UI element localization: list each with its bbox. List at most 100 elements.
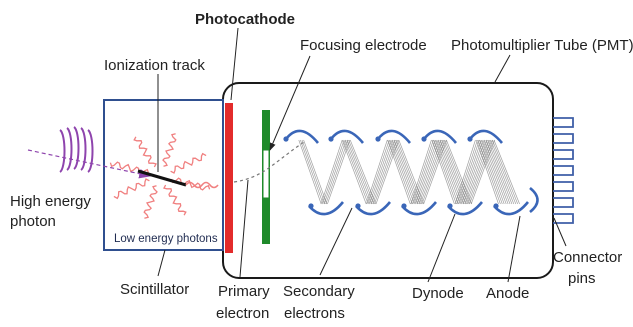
leader-anode (507, 215, 521, 283)
secondary-electron-path (458, 139, 480, 205)
low-energy-photon-wave (170, 177, 211, 191)
secondary-electron-path (444, 139, 471, 205)
label-secondary-electrons-line2: electrons (284, 305, 345, 322)
label-ionization-track: Ionization track (104, 57, 205, 74)
secondary-electron-path (420, 139, 444, 205)
secondary-electron-path (415, 139, 438, 205)
low-energy-photon-wave (113, 178, 150, 200)
secondary-electron-path (398, 139, 425, 205)
dynodes (283, 129, 539, 216)
secondary-electron-path (477, 139, 501, 205)
connector-pin (553, 213, 574, 224)
secondary-electron-path (298, 139, 322, 205)
low-energy-photon-wave (163, 184, 187, 216)
label-connector-pins-line1: Connector (553, 249, 622, 266)
leader-pmt (494, 54, 511, 83)
secondary-electron-path (390, 139, 415, 205)
label-primary-electron-line2: electron (216, 305, 269, 322)
secondary-electron-path (484, 139, 509, 205)
label-photocathode: Photocathode (195, 11, 295, 28)
label-scintillator: Scintillator (120, 281, 189, 298)
connector-pin (553, 149, 574, 160)
secondary-electron-path (487, 139, 513, 205)
focusing-electrode-aperture (262, 149, 270, 199)
secondary-electron-path (480, 139, 505, 205)
connector-pin (553, 117, 574, 128)
low-energy-photon-wave (162, 133, 177, 167)
secondary-electron-path (421, 139, 446, 205)
low-energy-photon-wave (133, 136, 157, 168)
dynode (493, 201, 530, 216)
secondary-electron-path (469, 139, 494, 205)
secondary-electron-path (374, 139, 398, 205)
high-energy-photon (27, 126, 152, 179)
dynode-tip (467, 136, 473, 142)
secondary-electron-path (303, 139, 328, 205)
secondary-electron-path (346, 139, 373, 205)
dynode-tip (421, 136, 427, 142)
secondary-electron-path (370, 139, 394, 205)
secondary-electron-path (485, 139, 511, 205)
label-anode: Anode (486, 285, 529, 302)
dynode-tip (375, 136, 381, 142)
leader-lines (157, 27, 567, 283)
secondary-electron-path (410, 139, 432, 205)
leader-dynode (427, 213, 456, 283)
connector-pin (553, 133, 574, 144)
low-energy-photon-wave (170, 152, 207, 174)
connector-pins (553, 117, 574, 224)
secondary-electron-path (412, 139, 434, 205)
photocathode-bar (225, 103, 233, 253)
dynode (308, 201, 345, 216)
dynode (329, 129, 365, 144)
secondary-electron-path (476, 139, 499, 205)
dynode-tip (401, 203, 407, 209)
secondary-electron-path (327, 139, 351, 205)
secondary-electron-path (434, 139, 459, 205)
scintillation-light-wave (185, 181, 219, 189)
dynode (401, 201, 438, 216)
secondary-electron-path (369, 139, 392, 205)
label-high-energy-photon-line1: High energy (10, 193, 91, 210)
secondary-electron-path (367, 139, 390, 205)
dynode-tip (328, 136, 334, 142)
secondary-electron-path (343, 139, 369, 205)
primary-electron-path (233, 141, 305, 183)
leader-connector-pins (553, 217, 567, 247)
label-primary-electron-line1: Primary (218, 283, 270, 300)
secondary-electron-path (431, 139, 455, 205)
secondary-electron-path (320, 139, 343, 205)
dynode-tip (355, 203, 361, 209)
leader-scintillator (157, 249, 166, 277)
label-high-energy-photon-line2: photon (10, 213, 56, 230)
connector-pin (553, 165, 574, 176)
label-pmt: Photomultiplier Tube (PMT) (451, 37, 633, 54)
dynode (422, 129, 458, 144)
dynode-tip (283, 136, 289, 142)
label-secondary-electrons-line1: Secondary (283, 283, 355, 300)
secondary-electron-path (436, 139, 461, 205)
secondary-electron-path (466, 139, 490, 205)
leader-primary-electron (239, 179, 249, 278)
leader-secondary-electrons (319, 207, 353, 276)
secondary-electron-path (479, 139, 503, 205)
dynode (355, 201, 392, 216)
secondary-electron-path (366, 139, 388, 205)
secondary-electron-path (325, 139, 349, 205)
leader-photocathode (230, 27, 239, 101)
pmt-tube-body (222, 82, 554, 279)
secondary-electron-path (301, 139, 326, 205)
low-energy-photon-wave (143, 185, 158, 219)
secondary-electron-path (482, 139, 507, 205)
secondary-electron-path (392, 139, 417, 205)
secondary-electron-path (388, 139, 413, 205)
dynode (447, 201, 484, 216)
dynode-tip (308, 203, 314, 209)
ionization-track (137, 169, 187, 187)
label-low-energy-photons: Low energy photons (114, 233, 218, 245)
label-connector-pins-line2: pins (568, 270, 596, 287)
secondary-electron-path (459, 139, 482, 205)
gamma-wave-icon (59, 126, 94, 173)
secondary-electron-path (461, 139, 484, 205)
